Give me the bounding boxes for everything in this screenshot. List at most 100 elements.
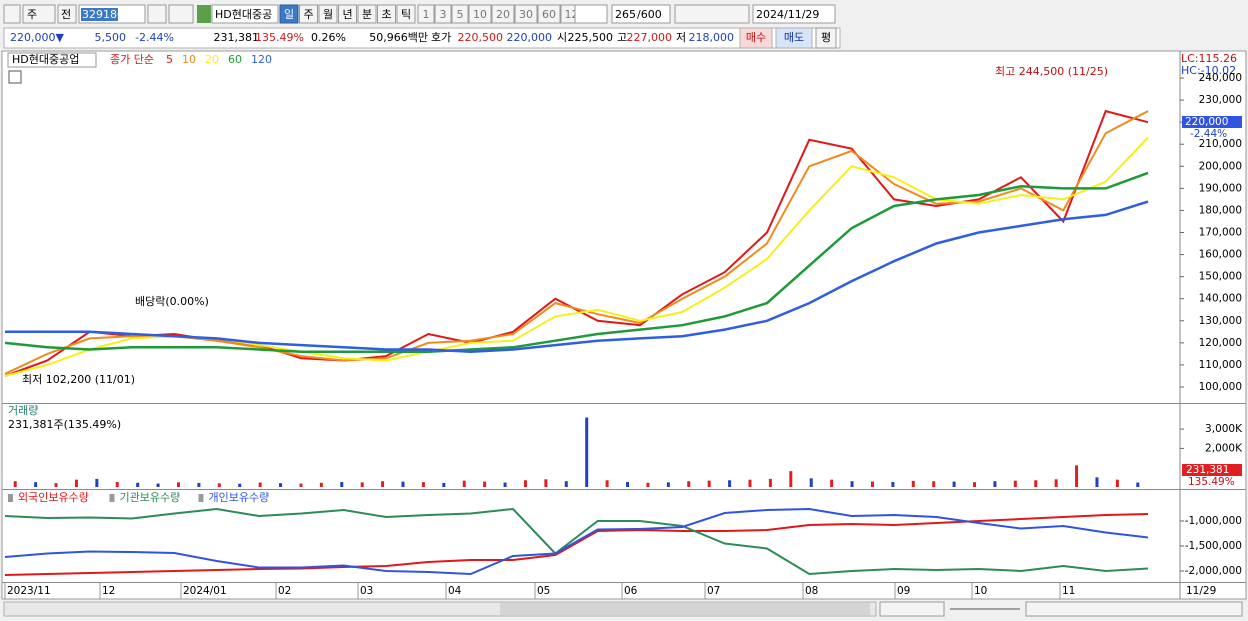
code-selection bbox=[81, 8, 118, 21]
last-rate: -2.44% bbox=[1190, 128, 1227, 140]
volume-bar bbox=[1075, 465, 1079, 487]
open: 225,500 bbox=[568, 31, 614, 44]
period-button[interactable] bbox=[318, 4, 338, 24]
volume-bar bbox=[748, 479, 752, 487]
annotation: 최저 102,200 (11/01) bbox=[22, 373, 135, 386]
interval: 10 bbox=[473, 8, 487, 21]
x-tick-label: 04 bbox=[448, 585, 462, 597]
table-icon[interactable] bbox=[8, 70, 22, 84]
legend-swatch bbox=[109, 494, 115, 502]
interval-input[interactable] bbox=[574, 4, 608, 24]
volume-bar bbox=[830, 479, 834, 487]
market-select[interactable] bbox=[22, 4, 56, 24]
buy-button[interactable] bbox=[739, 27, 773, 49]
high: 227,000 bbox=[627, 31, 673, 44]
series-line bbox=[4, 513, 1149, 576]
interval-button[interactable] bbox=[434, 4, 452, 24]
chart-title: HD현대중공업 bbox=[12, 53, 79, 66]
low-label: 저 bbox=[676, 31, 686, 44]
period-button[interactable] bbox=[377, 4, 396, 24]
volume-bar bbox=[340, 481, 344, 487]
y-tick-label: 130,000 bbox=[1199, 315, 1242, 327]
x-tick-label: 03 bbox=[360, 585, 373, 597]
interval-button[interactable] bbox=[537, 4, 561, 24]
search-button[interactable] bbox=[147, 4, 167, 24]
period: 틱 bbox=[401, 8, 411, 21]
x-tick-label: 10 bbox=[974, 585, 987, 597]
period-button[interactable] bbox=[299, 4, 318, 24]
market: 주 bbox=[27, 8, 37, 21]
menu-button[interactable] bbox=[3, 4, 21, 24]
period: 년 bbox=[342, 8, 352, 21]
sound-button[interactable] bbox=[168, 4, 194, 24]
volume-bar bbox=[74, 479, 78, 487]
interval-button[interactable] bbox=[417, 4, 435, 24]
volume-bar bbox=[585, 417, 589, 487]
y-tick-label: 100,000 bbox=[1199, 381, 1242, 393]
volume-bar bbox=[707, 480, 711, 487]
volume-bar bbox=[421, 482, 425, 487]
interval-button[interactable] bbox=[451, 4, 469, 24]
volume-bar bbox=[809, 478, 813, 487]
avg-button[interactable] bbox=[815, 27, 837, 49]
volume-bar bbox=[891, 481, 895, 487]
scroll-thumb[interactable] bbox=[500, 603, 870, 615]
y-tick-label: -1,000,000 bbox=[1185, 515, 1242, 527]
y-tick-label: 120,000 bbox=[1199, 337, 1242, 349]
title-box bbox=[7, 52, 97, 68]
price: 220,000▼ bbox=[10, 31, 64, 44]
x-tick-label: 08 bbox=[805, 585, 818, 597]
y-tick-label: 160,000 bbox=[1199, 249, 1242, 261]
date-box[interactable] bbox=[752, 4, 836, 24]
y-tick-label: 240,000 bbox=[1199, 72, 1242, 84]
volume-bar bbox=[483, 481, 487, 487]
scrollbar bbox=[3, 601, 1243, 617]
lc-label: LC:115.26 bbox=[1181, 52, 1237, 65]
period: 월 bbox=[323, 8, 333, 21]
interval-button[interactable] bbox=[491, 4, 515, 24]
count: 265 bbox=[615, 8, 636, 21]
interval: 1 bbox=[423, 8, 430, 21]
nav-buttons[interactable] bbox=[879, 601, 945, 617]
volume-bar bbox=[238, 483, 242, 487]
buy: 매수 bbox=[746, 31, 766, 44]
interval-button[interactable] bbox=[468, 4, 492, 24]
volume-bar bbox=[728, 480, 732, 487]
x-tick-label: 2024/01 bbox=[183, 585, 227, 597]
interval: 3 bbox=[440, 8, 447, 21]
last-volume: 231,381 bbox=[1186, 464, 1229, 476]
volume-bar bbox=[319, 482, 323, 487]
legend-entry: 외국인보유수량 bbox=[18, 491, 89, 504]
legend-entry: 5 bbox=[166, 53, 173, 66]
count-box[interactable] bbox=[611, 4, 671, 24]
volume-bar bbox=[401, 481, 405, 487]
period-button[interactable] bbox=[279, 4, 299, 24]
volume-bar bbox=[1095, 477, 1099, 487]
last-price: 220,000 bbox=[1185, 116, 1228, 128]
legend-entry: 개인보유수량 bbox=[209, 491, 270, 504]
volume-bar bbox=[564, 481, 568, 487]
series-line bbox=[4, 507, 1149, 576]
volume-bar bbox=[973, 482, 977, 487]
draw-tools[interactable] bbox=[1025, 601, 1243, 617]
interval: 5 bbox=[457, 8, 464, 21]
legend-entry: 기관보유수량 bbox=[120, 491, 181, 504]
bid: 220,000 bbox=[507, 31, 553, 44]
prev-button[interactable] bbox=[57, 4, 77, 24]
tool-buttons[interactable] bbox=[674, 4, 750, 24]
period-button[interactable] bbox=[396, 4, 416, 24]
volume-bar bbox=[299, 483, 303, 487]
interval-button[interactable] bbox=[514, 4, 538, 24]
volume-bar bbox=[993, 481, 997, 487]
period-button[interactable] bbox=[357, 4, 377, 24]
volume-bar bbox=[136, 482, 140, 487]
volume-bar bbox=[789, 471, 793, 487]
volume-bar bbox=[258, 482, 262, 487]
period-button[interactable] bbox=[338, 4, 357, 24]
volume-bar bbox=[1136, 482, 1140, 487]
volume-bar bbox=[115, 481, 119, 487]
volume-subtitle: 231,381주(135.49%) bbox=[8, 418, 121, 431]
sell-button[interactable] bbox=[775, 27, 813, 49]
